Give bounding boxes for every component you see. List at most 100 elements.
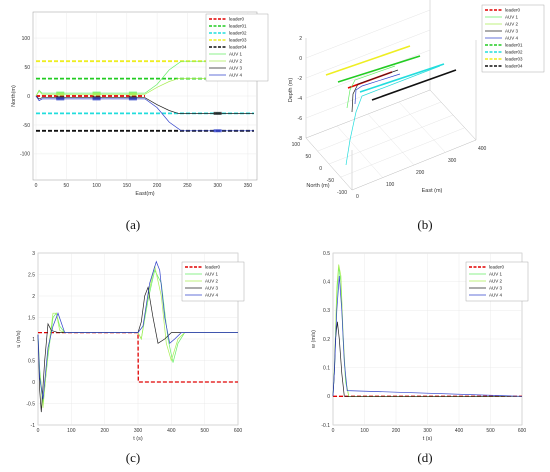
chart-a-xtick: 0 bbox=[35, 183, 38, 189]
chart-b-line-leader03 bbox=[325, 45, 411, 76]
chart-d-series-auv4 bbox=[332, 275, 523, 397]
chart-a-xtick: 200 bbox=[153, 183, 162, 189]
chart-c-legend-label: AUV 3 bbox=[205, 286, 219, 291]
chart-a-ytick: 100 bbox=[22, 36, 31, 42]
chart-a-series-auv2 bbox=[35, 78, 254, 97]
chart-a-xtick: 250 bbox=[183, 183, 192, 189]
chart-b-legend-label: AUV 4 bbox=[505, 36, 519, 41]
chart-a-legend-label: AUV 2 bbox=[229, 59, 243, 64]
chart-a-legend-label: AUV 4 bbox=[229, 73, 243, 78]
chart-d-xtick: 0 bbox=[332, 428, 335, 434]
chart-d-ytick: 0.2 bbox=[323, 337, 330, 343]
chart-c-xtick: 500 bbox=[200, 428, 209, 434]
chart-b-ztick: -6 bbox=[298, 116, 303, 122]
chart-c-surge-velocity: 0 100 200 300 400 500 600 3 2.5 2 1.5 1 0.5 0 -0.5 -1 t … bbox=[16, 251, 245, 442]
chart-c-ytick: 2 bbox=[32, 294, 35, 300]
chart-b-legend-label: leader0 bbox=[505, 8, 521, 13]
chart-d-ytick: 0.5 bbox=[323, 251, 330, 257]
chart-c-ytick: 3 bbox=[32, 251, 35, 257]
chart-b-ytick: -50 bbox=[327, 178, 334, 184]
chart-d-xtick: 600 bbox=[518, 428, 527, 434]
chart-a-ytick: 50 bbox=[24, 65, 30, 71]
chart-a-legend-label: AUV 3 bbox=[229, 66, 243, 71]
chart-b-line-leader02 bbox=[359, 63, 445, 93]
chart-d-ylabel: w (m/s) bbox=[311, 330, 317, 349]
chart-a-legend-label: leader01 bbox=[229, 24, 247, 29]
chart-c-legend-label: leader0 bbox=[205, 265, 221, 270]
chart-a-vehicle-marker bbox=[56, 97, 65, 101]
chart-b-back-edges bbox=[305, 38, 477, 191]
chart-c-ytick: 2.5 bbox=[28, 272, 35, 278]
chart-b-ytick: 0 bbox=[319, 166, 322, 172]
chart-a-legend-label: leader04 bbox=[229, 45, 247, 50]
chart-d-legend-label: leader0 bbox=[489, 265, 505, 270]
chart-c-ytick: 1.5 bbox=[28, 315, 35, 321]
chart-c-series-auv2 bbox=[37, 265, 238, 408]
chart-d-ytick: 0 bbox=[327, 394, 330, 400]
chart-b-grid bbox=[305, 9, 465, 179]
chart-b-trajectories bbox=[325, 45, 457, 166]
chart-a-legend-label: leader02 bbox=[229, 31, 247, 36]
chart-b-line-leader04 bbox=[371, 69, 457, 101]
chart-a-trajectory-2d: 0 50 100 150 200 250 300 350 100 50 0 -50 -100 East(m… bbox=[11, 11, 269, 197]
chart-d-heave-velocity: 0 100 200 300 400 500 6000.50.40.30.20.10-0.1t… bbox=[311, 251, 529, 442]
chart-d-xlabel: t (s) bbox=[423, 436, 433, 442]
chart-d-xtick: 100 bbox=[360, 428, 369, 434]
chart-d-legend-label: AUV 4 bbox=[489, 293, 503, 298]
chart-a-xtick: 350 bbox=[244, 183, 253, 189]
chart-b-grid-line bbox=[305, 29, 431, 79]
chart-a-vehicle-marker bbox=[92, 92, 101, 96]
chart-d-xtick: 200 bbox=[392, 428, 401, 434]
chart-d-ytick: 0.4 bbox=[323, 279, 330, 285]
chart-c-xtick: 200 bbox=[100, 428, 109, 434]
chart-c-legend-label: AUV 4 bbox=[205, 293, 219, 298]
caption-a: (a) bbox=[126, 217, 140, 232]
chart-b-legend-box bbox=[481, 4, 545, 73]
chart-b-legend-label: leader03 bbox=[505, 57, 523, 62]
chart-b-ytick: 100 bbox=[292, 142, 301, 148]
chart-b-xtick: 0 bbox=[356, 194, 359, 200]
chart-a-ylabel: North(m) bbox=[11, 85, 17, 107]
chart-b-legend-label: leader01 bbox=[505, 43, 523, 48]
chart-b-grid-line bbox=[305, 49, 431, 99]
chart-a-xlabel: East(m) bbox=[135, 191, 154, 197]
chart-b-ytick: 50 bbox=[305, 154, 311, 160]
chart-b-line-leader01 bbox=[337, 55, 421, 83]
chart-c-xtick: 600 bbox=[234, 428, 243, 434]
chart-a-ytick: 0 bbox=[27, 94, 30, 100]
chart-b-line-auv4 bbox=[354, 73, 401, 105]
chart-b-floor-back bbox=[305, 89, 477, 141]
chart-a-legend-label: leader0 bbox=[229, 17, 245, 22]
chart-d-legend-label: AUV 1 bbox=[489, 272, 503, 277]
chart-a-legend-label: leader03 bbox=[229, 38, 247, 43]
chart-b-line-auv3 bbox=[351, 69, 399, 113]
chart-a-vehicle-marker bbox=[128, 97, 137, 101]
chart-a-legend-label: AUV 1 bbox=[229, 52, 243, 57]
chart-d-legend-label: AUV 3 bbox=[489, 286, 503, 291]
chart-d-xtick: 400 bbox=[455, 428, 464, 434]
chart-c-ytick: -0.5 bbox=[26, 401, 35, 407]
chart-b-xtick: 100 bbox=[386, 182, 395, 188]
chart-b-legend-label: AUV 1 bbox=[505, 15, 519, 20]
chart-b-legend-label: AUV 2 bbox=[505, 22, 519, 27]
chart-c-ytick: 0.5 bbox=[28, 358, 35, 364]
chart-c-xtick: 300 bbox=[134, 428, 143, 434]
chart-b-grid-line bbox=[398, 101, 446, 153]
chart-b-line-auv1 bbox=[346, 65, 396, 109]
chart-c-xtick: 100 bbox=[67, 428, 76, 434]
chart-b-zlabel: Depth (m) bbox=[288, 78, 294, 103]
chart-c-ytick: 0 bbox=[32, 380, 35, 386]
chart-c-xlabel: t (s) bbox=[133, 436, 143, 442]
chart-a-series-auv3 bbox=[35, 95, 254, 114]
chart-b-y-ticks: 100 50 0 -50 -100 bbox=[292, 142, 348, 196]
chart-a-vehicle-marker bbox=[213, 129, 222, 133]
chart-a-xtick: 150 bbox=[123, 183, 132, 189]
chart-a-xtick: 100 bbox=[92, 183, 101, 189]
chart-c-xtick: 0 bbox=[37, 428, 40, 434]
chart-c-legend-label: AUV 1 bbox=[205, 272, 219, 277]
chart-d-legend-label: AUV 2 bbox=[489, 279, 503, 284]
chart-b-x-ticks: 0 100 200 300 400 bbox=[356, 146, 487, 200]
chart-d-ytick: 0.3 bbox=[323, 308, 330, 314]
chart-b-legend: leader0 AUV 1 AUV 2 AUV 3 AUV 4 leader01 leade… bbox=[481, 4, 545, 73]
